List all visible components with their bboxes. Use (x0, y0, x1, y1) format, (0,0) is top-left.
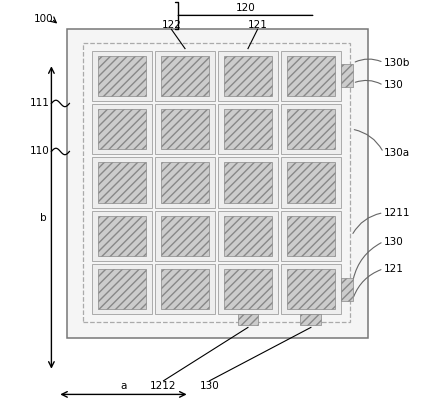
Bar (161, 109, 209, 149)
Bar (224, 109, 272, 149)
Bar (161, 162, 209, 203)
Bar (281, 104, 341, 154)
Text: 120: 120 (236, 3, 255, 13)
Bar (92, 158, 152, 208)
Text: 121: 121 (248, 21, 268, 30)
Bar (341, 278, 353, 301)
Bar (161, 269, 209, 310)
Bar (237, 314, 258, 325)
Bar (155, 104, 215, 154)
Bar (98, 162, 146, 203)
Bar (224, 56, 272, 96)
Text: 110: 110 (30, 146, 50, 156)
Text: 130: 130 (384, 237, 403, 247)
Bar (287, 109, 335, 149)
Bar (155, 211, 215, 261)
Bar (281, 51, 341, 101)
Bar (224, 162, 272, 203)
Text: 122: 122 (162, 21, 182, 30)
Text: 1212: 1212 (150, 380, 177, 391)
Text: 111: 111 (30, 98, 50, 108)
Bar (161, 216, 209, 256)
Text: 100: 100 (33, 14, 53, 24)
Bar (92, 211, 152, 261)
Bar (92, 104, 152, 154)
Bar (300, 314, 321, 325)
Bar (98, 269, 146, 310)
Bar (287, 56, 335, 96)
Text: a: a (120, 381, 127, 391)
Bar (281, 211, 341, 261)
Text: 130: 130 (200, 380, 219, 391)
Bar (224, 216, 272, 256)
Bar (287, 269, 335, 310)
Text: b: b (40, 212, 47, 222)
Bar (218, 51, 278, 101)
Bar (92, 264, 152, 314)
Bar (281, 158, 341, 208)
Bar (155, 264, 215, 314)
Bar (341, 64, 353, 87)
Bar (155, 158, 215, 208)
Bar (287, 162, 335, 203)
Bar (224, 269, 272, 310)
Bar (287, 216, 335, 256)
Bar (83, 44, 350, 322)
Text: 130a: 130a (384, 147, 410, 158)
Bar (98, 109, 146, 149)
Bar (67, 29, 368, 338)
Text: 121: 121 (384, 264, 404, 274)
Text: 130: 130 (384, 81, 403, 90)
Bar (218, 104, 278, 154)
Bar (98, 56, 146, 96)
Bar (155, 51, 215, 101)
Bar (218, 211, 278, 261)
Text: 1211: 1211 (384, 208, 410, 218)
Bar (161, 56, 209, 96)
Bar (281, 264, 341, 314)
Bar (218, 158, 278, 208)
Bar (218, 264, 278, 314)
Bar (92, 51, 152, 101)
Bar (98, 216, 146, 256)
Text: 130b: 130b (384, 58, 410, 68)
